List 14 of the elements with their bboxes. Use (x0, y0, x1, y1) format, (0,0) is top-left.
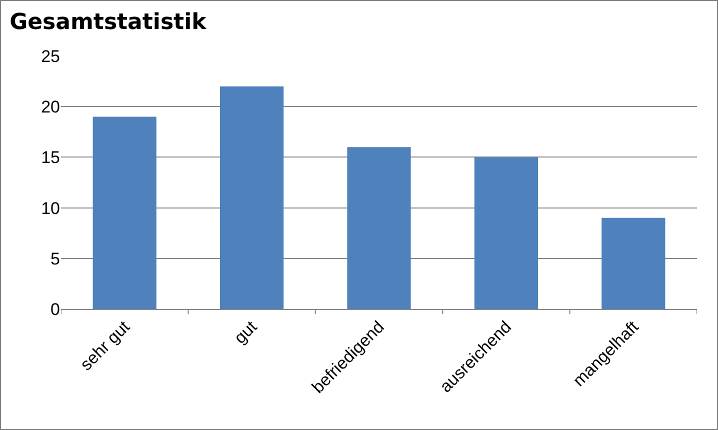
bar (474, 157, 538, 309)
y-tick-label: 0 (50, 300, 60, 319)
y-tick-label: 5 (50, 249, 60, 268)
bar (92, 116, 156, 309)
chart-title: Gesamtstatistik (10, 10, 208, 36)
y-tick-label: 15 (41, 148, 60, 168)
y-tick-label: 10 (41, 198, 60, 218)
bar (347, 147, 411, 309)
x-tick-label: sehr gut (76, 317, 134, 374)
x-tick-label: gut (230, 317, 261, 348)
y-tick-label: 20 (41, 98, 60, 117)
y-tick-label: 25 (41, 46, 60, 66)
bar (220, 86, 284, 309)
bar (602, 218, 666, 309)
